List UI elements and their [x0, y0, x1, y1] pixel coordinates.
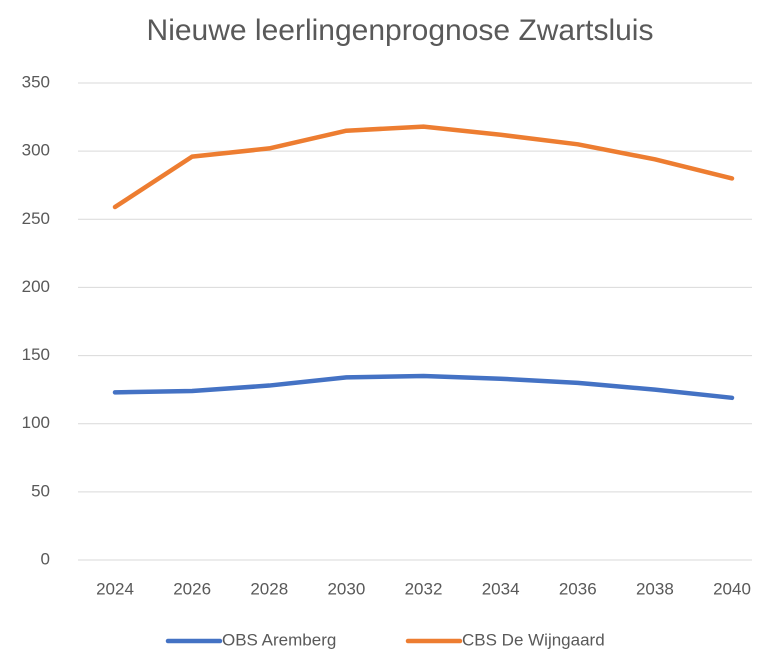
line-series — [112, 373, 735, 401]
x-tick-label: 2034 — [482, 579, 520, 598]
x-tick-label: 2038 — [636, 579, 674, 598]
y-tick-label: 100 — [22, 413, 50, 432]
y-tick-label: 350 — [22, 72, 50, 91]
y-tick-label: 150 — [22, 345, 50, 364]
x-tick-label: 2030 — [327, 579, 365, 598]
x-tick-label: 2024 — [96, 579, 134, 598]
legend-label: OBS Aremberg — [222, 630, 336, 649]
x-tick-label: 2026 — [173, 579, 211, 598]
x-tick-label: 2032 — [405, 579, 443, 598]
x-tick-label: 2040 — [713, 579, 751, 598]
x-tick-label: 2028 — [250, 579, 288, 598]
legend-label: CBS De Wijngaard — [462, 630, 605, 649]
x-tick-label: 2036 — [559, 579, 597, 598]
line-series — [112, 124, 735, 210]
y-tick-label: 300 — [22, 141, 50, 160]
chart-title: Nieuwe leerlingenprognose Zwartsluis — [147, 14, 654, 47]
y-tick-label: 250 — [22, 209, 50, 228]
y-tick-label: 200 — [22, 277, 50, 296]
y-tick-label: 50 — [31, 481, 50, 500]
y-tick-label: 0 — [41, 549, 50, 568]
